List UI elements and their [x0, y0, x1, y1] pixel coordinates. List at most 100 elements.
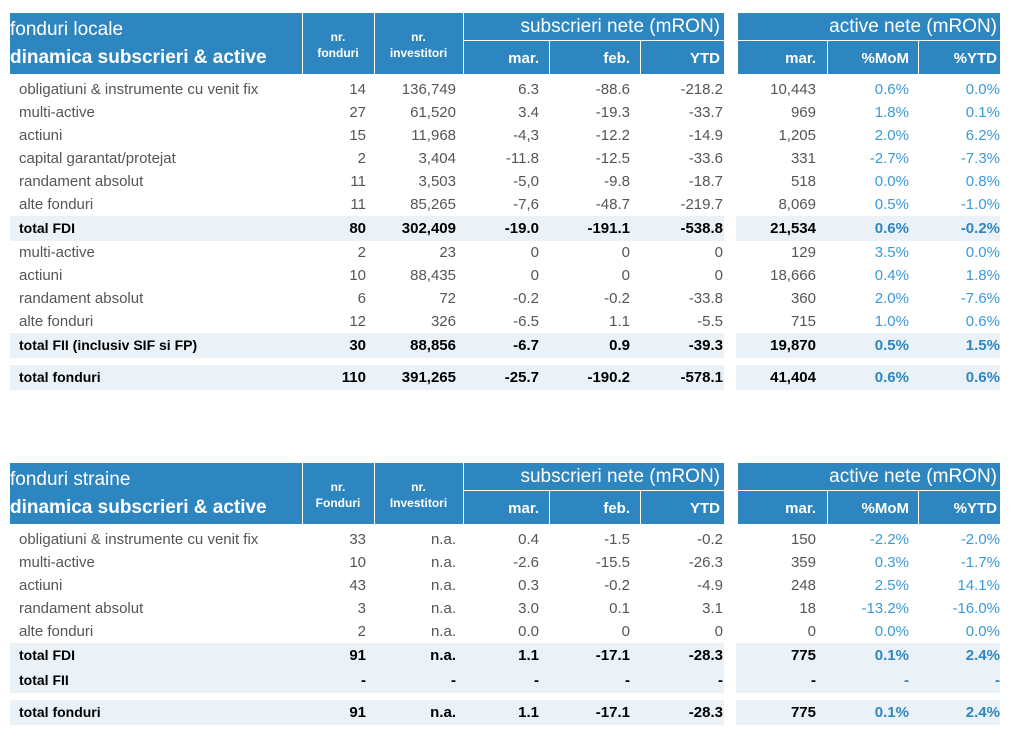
table-title: fonduri straine: [10, 469, 131, 490]
cell-s-feb: -17.1: [595, 647, 630, 664]
cell-s-ytd: -0.2: [697, 531, 723, 548]
cell-mom: 2.0%: [874, 290, 909, 307]
cell-s-mar: -25.7: [504, 369, 539, 386]
cell-s-feb: -191.1: [587, 220, 630, 237]
cell-ni: n.a.: [430, 531, 456, 548]
cell-nf: 6: [357, 290, 366, 307]
cell-ni: n.a.: [430, 704, 456, 721]
cell-nf: 30: [349, 337, 366, 354]
cell-mom: 0.6%: [874, 369, 909, 386]
cell-s-ytd: -28.3: [688, 647, 723, 664]
cell-s-ytd: -33.7: [688, 104, 723, 121]
row-label: alte fonduri: [19, 313, 94, 330]
cell-a-mar: 248: [790, 577, 816, 594]
cell-a-mar: 150: [790, 531, 816, 548]
cell-s-mar: -4,3: [513, 127, 539, 144]
cell-s-mar: -6.5: [513, 313, 539, 330]
cell-s-feb: 0.1: [609, 600, 630, 617]
row-label: obligatiuni & instrumente cu venit fix: [19, 81, 259, 98]
cell-ytd: 2.4%: [965, 647, 1000, 664]
cell-s-ytd: 3.1: [702, 600, 723, 617]
cell-a-mar: 8,069: [778, 196, 816, 213]
col-header-act-mar: mar.: [785, 50, 816, 67]
cell-s-mar: -7,6: [513, 196, 539, 213]
table-row: randament absolut 3 n.a. 3.0 0.1 3.1 18 -13.2% -…: [10, 597, 1000, 620]
cell-nf: 11: [350, 196, 366, 213]
cell-a-mar: 360: [790, 290, 816, 307]
row-label: multi-active: [19, 244, 95, 261]
cell-s-feb: -9.8: [604, 173, 630, 190]
cell-a-mar: 18: [799, 600, 816, 617]
cell-mom: -2.7%: [869, 150, 909, 167]
table-row: actiuni 43 n.a. 0.3 -0.2 -4.9 248 2.5% 14.1%: [10, 574, 1000, 597]
group-header-active: active nete (mRON): [829, 466, 997, 487]
cell-nf: 2: [357, 244, 366, 261]
cell-mom: 2.5%: [874, 577, 909, 594]
cell-a-mar: 18,666: [770, 267, 816, 284]
cell-s-feb: -0.2: [604, 290, 630, 307]
cell-s-mar: -0.2: [513, 290, 539, 307]
row-label: total FII (inclusiv SIF si FP): [19, 337, 198, 353]
cell-s-feb: -12.5: [595, 150, 630, 167]
cell-s-ytd: -: [718, 672, 723, 689]
table-row: capital garantat/protejat 2 3,404 -11.8 -12.…: [10, 147, 1000, 170]
cell-s-mar: 6.3: [518, 81, 539, 98]
header-col-separator: [463, 463, 464, 524]
cell-s-feb: -12.2: [595, 127, 630, 144]
cell-ytd: -16.0%: [952, 600, 1000, 617]
cell-ni: 391,265: [401, 369, 456, 386]
cell-nf: 33: [349, 531, 366, 548]
group-header-active: active nete (mRON): [829, 16, 997, 37]
table-row: total FII - - - - - - - -: [10, 668, 1000, 693]
cell-ytd: -2.0%: [960, 531, 1000, 548]
cell-ni: 85,265: [410, 196, 456, 213]
cell-s-feb: -1.5: [604, 531, 630, 548]
row-label: multi-active: [19, 104, 95, 121]
header-col-separator: [302, 13, 303, 74]
group-gap: [724, 333, 736, 358]
table-row: total FII (inclusiv SIF si FP) 30 88,856 -6…: [10, 333, 1000, 358]
cell-nf: 2: [357, 150, 366, 167]
cell-s-feb: 0: [621, 623, 630, 640]
row-label: randament absolut: [19, 600, 144, 617]
cell-a-mar: 969: [790, 104, 816, 121]
cell-nf: 91: [349, 704, 366, 721]
cell-s-ytd: -33.6: [688, 150, 723, 167]
cell-ni: 3,404: [418, 150, 456, 167]
group-header-subscrieri: subscrieri nete (mRON): [520, 466, 720, 487]
col-header-act-mom: %MoM: [861, 50, 910, 67]
cell-a-mar: 41,404: [770, 369, 816, 386]
cell-s-ytd: -18.7: [688, 173, 723, 190]
cell-ytd: 1.8%: [965, 267, 1000, 284]
cell-s-ytd: -28.3: [688, 704, 723, 721]
cell-a-mar: 331: [790, 150, 816, 167]
cell-mom: 0.3%: [874, 554, 909, 571]
cell-nf: 91: [349, 647, 366, 664]
cell-mom: 0.0%: [874, 173, 909, 190]
cell-mom: 1.8%: [874, 104, 909, 121]
cell-s-ytd: -219.7: [680, 196, 723, 213]
cell-ni: 3,503: [418, 173, 456, 190]
group-gap: [724, 216, 736, 241]
cell-nf: 10: [349, 554, 366, 571]
cell-nf: 3: [357, 600, 366, 617]
cell-s-ytd: -4.9: [697, 577, 723, 594]
cell-ni: n.a.: [430, 554, 456, 571]
header-left-block: [10, 463, 724, 524]
col-header-nr-fonduri: nr. Fonduri: [315, 480, 361, 510]
cell-ni: -: [451, 672, 456, 689]
cell-a-mar: 359: [790, 554, 816, 571]
cell-mom: 0.1%: [874, 704, 909, 721]
col-header-sub-feb: feb.: [603, 50, 630, 67]
cell-s-mar: -11.8: [505, 150, 539, 167]
cell-ytd: 0.6%: [965, 369, 1000, 386]
cell-ytd: 2.4%: [965, 704, 1000, 721]
header-col-separator: [827, 40, 828, 74]
cell-s-ytd: -39.3: [688, 337, 723, 354]
row-label: total fonduri: [19, 369, 101, 385]
cell-ytd: 1.5%: [965, 337, 1000, 354]
cell-a-mar: -: [811, 672, 816, 689]
group-header-subscrieri: subscrieri nete (mRON): [520, 16, 720, 37]
